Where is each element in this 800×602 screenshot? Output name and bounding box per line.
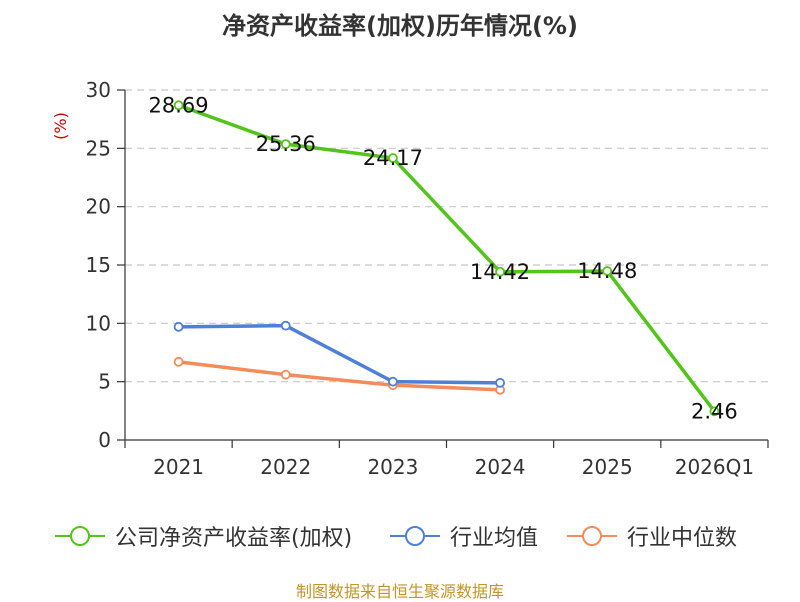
data-point-marker[interactable] <box>280 369 291 380</box>
legend-line-marker-icon <box>390 526 440 546</box>
legend-line-marker-icon <box>55 526 105 546</box>
series-line <box>178 360 501 392</box>
legend-label: 行业均值 <box>450 526 539 551</box>
legend-label: 公司净资产收益率(加权) <box>115 526 353 551</box>
data-point-marker[interactable] <box>602 266 613 276</box>
data-point-marker[interactable] <box>709 406 720 417</box>
data-point-marker[interactable] <box>173 100 184 111</box>
x-tick-label: 2025 <box>582 455 633 479</box>
data-label: 14.48 <box>577 259 637 283</box>
data-point-marker[interactable] <box>388 153 398 163</box>
series-line <box>178 323 501 385</box>
data-point-marker[interactable] <box>495 377 505 388</box>
data-source-note: 制图数据来自恒生聚源数据库 <box>295 582 504 601</box>
y-tick-label: 0 <box>98 428 111 452</box>
data-label: 28.69 <box>149 93 209 117</box>
x-tick-label: 2026Q1 <box>675 455 754 479</box>
y-tick-label: 5 <box>98 370 111 394</box>
legend-item-industry-median[interactable]: 行业中位数 <box>567 518 737 554</box>
y-axis-unit-label: (%) <box>51 112 70 140</box>
chart-legend: 公司净资产收益率(加权) 行业均值 行业中位数 <box>0 518 800 558</box>
chart-title: 净资产收益率(加权)历年情况(%) <box>222 12 578 40</box>
data-point-marker[interactable] <box>173 356 184 367</box>
data-label: 25.36 <box>256 132 316 156</box>
legend-item-company-roe[interactable]: 公司净资产收益率(加权) <box>55 518 352 554</box>
data-point-marker[interactable] <box>280 320 291 331</box>
y-tick-label: 30 <box>86 78 111 102</box>
y-tick-label: 20 <box>86 195 111 219</box>
x-tick-label: 2023 <box>367 455 418 479</box>
x-tick-label: 2021 <box>153 455 204 479</box>
data-label: 2.46 <box>691 399 738 423</box>
x-tick-label: 2024 <box>475 455 526 479</box>
data-label: 24.17 <box>363 146 423 170</box>
y-tick-label: 25 <box>86 136 111 160</box>
data-label: 14.42 <box>470 260 530 284</box>
data-point-marker[interactable] <box>388 376 398 387</box>
data-point-marker[interactable] <box>280 139 291 150</box>
data-point-marker[interactable] <box>495 266 505 277</box>
x-tick-label: 2022 <box>260 455 311 479</box>
y-tick-label: 10 <box>86 311 111 335</box>
legend-item-industry-mean[interactable]: 行业均值 <box>390 518 538 554</box>
data-point-marker[interactable] <box>173 321 184 332</box>
series-line <box>177 103 716 413</box>
legend-label: 行业中位数 <box>627 526 738 551</box>
legend-line-marker-icon <box>567 526 617 546</box>
y-tick-label: 15 <box>86 253 111 277</box>
